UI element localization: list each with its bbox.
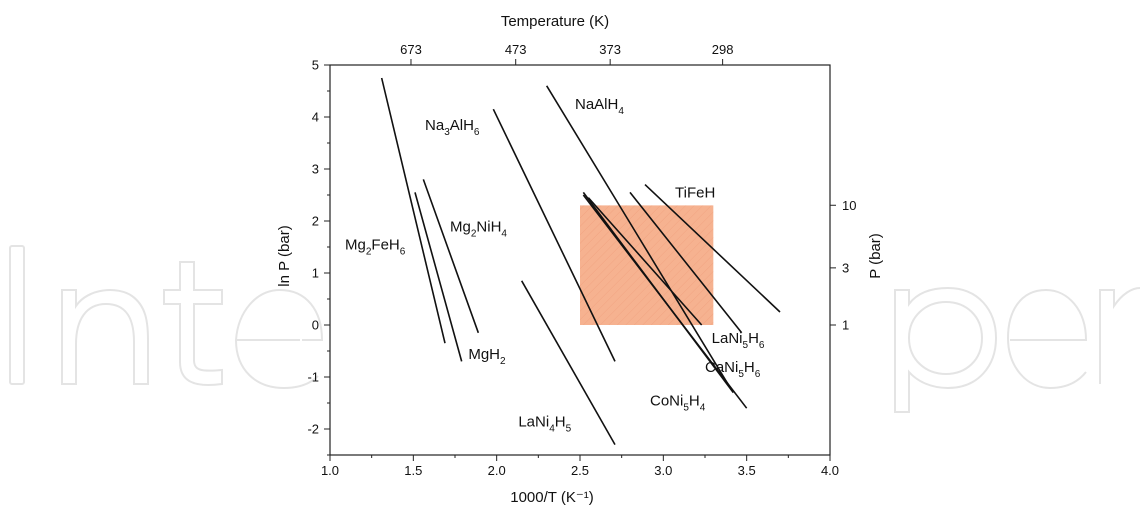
right-tick-label: 1 bbox=[842, 318, 849, 333]
series-label: TiFeH bbox=[675, 185, 715, 202]
y-tick-label: 2 bbox=[312, 214, 319, 229]
series-line bbox=[380, 77, 446, 344]
series-line bbox=[629, 191, 743, 334]
top-tick-label: 373 bbox=[599, 42, 621, 57]
right-axis-ticks: 1 3 10 bbox=[830, 198, 856, 333]
y-tick-label: -1 bbox=[307, 370, 319, 385]
highlight-region bbox=[580, 205, 714, 325]
series-line bbox=[644, 184, 781, 313]
x-tick-label: 3.5 bbox=[738, 463, 756, 478]
x-tick-label: 2.0 bbox=[488, 463, 506, 478]
series-lines bbox=[380, 77, 781, 445]
y-tick-label: 4 bbox=[312, 110, 319, 125]
series-label: CaNi5H6 bbox=[705, 359, 761, 380]
series-label: Na3AlH6 bbox=[425, 117, 480, 138]
series-label: MgH2 bbox=[468, 346, 506, 367]
y-axis-ticks: -2 -1 0 1 2 3 4 5 bbox=[307, 58, 330, 456]
right-tick-label: 10 bbox=[842, 198, 856, 213]
series-line bbox=[414, 192, 463, 362]
x-tick-label: 3.0 bbox=[654, 463, 672, 478]
top-tick-label: 473 bbox=[505, 42, 527, 57]
y-tick-label: 3 bbox=[312, 162, 319, 177]
series-label: NaAlH4 bbox=[575, 96, 624, 117]
x-axis-title: 1000/T (K⁻¹) bbox=[510, 489, 594, 506]
right-axis-title: P (bar) bbox=[867, 233, 884, 279]
series-line bbox=[582, 191, 734, 394]
series-label: LaNi5H6 bbox=[712, 330, 765, 351]
series-labels: Mg2FeH6 Mg2NiH4 MgH2 Na3AlH6 NaAlH4 LaNi4H5 Co… bbox=[345, 96, 765, 434]
y-tick-label: 1 bbox=[312, 266, 319, 281]
top-tick-label: 298 bbox=[712, 42, 734, 57]
top-axis-title: Temperature (K) bbox=[501, 13, 609, 30]
x-axis-ticks: 1.0 1.5 2.0 2.5 3.0 3.5 4.0 bbox=[321, 455, 839, 478]
y-tick-label: 0 bbox=[312, 318, 319, 333]
x-tick-label: 2.5 bbox=[571, 463, 589, 478]
series-line bbox=[587, 197, 703, 326]
x-tick-label: 1.0 bbox=[321, 463, 339, 478]
top-axis-ticks: 673 473 373 298 bbox=[400, 42, 733, 65]
x-tick-label: 1.5 bbox=[404, 463, 422, 478]
series-label: Mg2NiH4 bbox=[450, 218, 507, 239]
series-label: Mg2FeH6 bbox=[345, 237, 406, 258]
y-tick-label: -2 bbox=[307, 422, 319, 437]
top-tick-label: 673 bbox=[400, 42, 422, 57]
series-line bbox=[520, 280, 616, 445]
watermark-logo bbox=[9, 245, 1140, 413]
series-line bbox=[422, 179, 480, 334]
series-label: LaNi4H5 bbox=[518, 413, 571, 434]
y-tick-label: 5 bbox=[312, 58, 319, 73]
y-axis-title: ln P (bar) bbox=[276, 225, 293, 286]
series-label: CoNi5H4 bbox=[650, 393, 706, 414]
series-line bbox=[545, 85, 731, 388]
x-tick-label: 4.0 bbox=[821, 463, 839, 478]
right-tick-label: 3 bbox=[842, 260, 849, 275]
series-line bbox=[492, 108, 616, 362]
